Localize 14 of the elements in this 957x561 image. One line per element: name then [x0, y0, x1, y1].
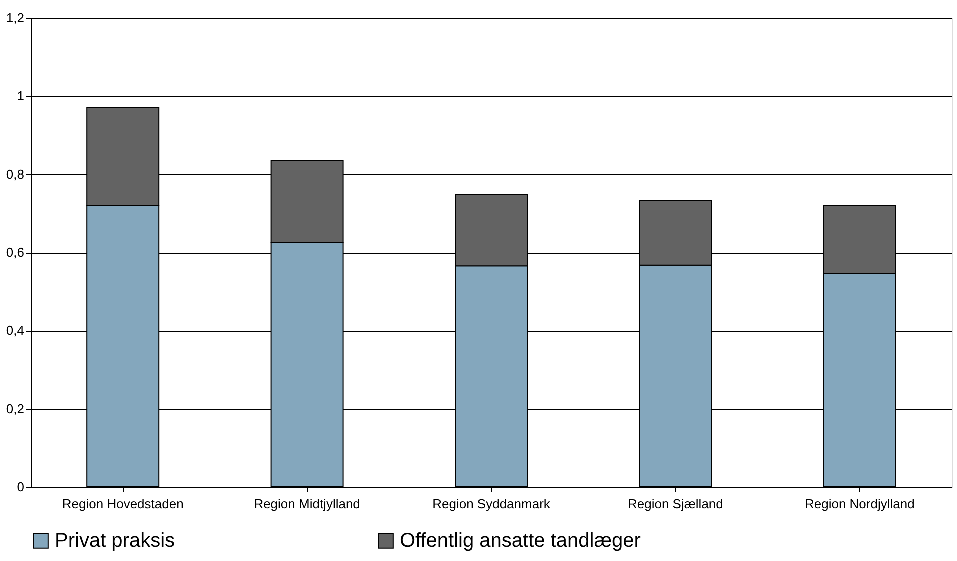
x-tick-label: Region Syddanmark	[432, 496, 551, 512]
y-tick-label: 1	[17, 88, 24, 104]
y-tick-label: 0,6	[6, 245, 24, 260]
x-tick-label: Region Nordjylland	[804, 496, 915, 512]
x-tick-label: Region Sjælland	[628, 496, 724, 512]
y-tick-label: 0,8	[6, 166, 24, 182]
x-tick-label: Region Midtjylland	[254, 496, 360, 512]
y-tick-label: 0	[17, 480, 24, 494]
legend-label: Offentlig ansatte tandlæger	[400, 530, 642, 552]
y-tick-label: 0,2	[6, 401, 24, 416]
y-tick-label: 1,2	[6, 10, 24, 26]
legend-label: Privat praksis	[55, 530, 176, 552]
x-tick-label: Region Hovedstaden	[62, 496, 184, 512]
y-tick-label: 0,4	[6, 323, 24, 338]
